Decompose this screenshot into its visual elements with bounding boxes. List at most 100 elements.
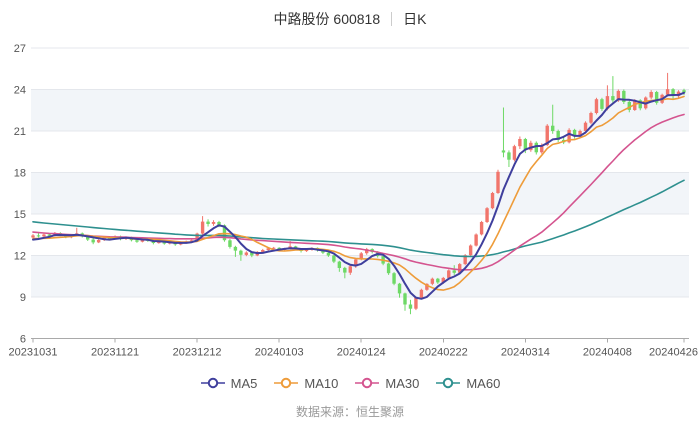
candle-body: [529, 142, 533, 151]
candle-body: [414, 297, 418, 309]
candle-body: [47, 234, 52, 236]
candle-body: [485, 208, 489, 222]
ma30-legend-marker: [355, 377, 380, 389]
y-axis-label: 12: [14, 251, 26, 263]
title-separator: [391, 12, 393, 26]
candle-body: [600, 99, 604, 109]
candle-body: [611, 96, 615, 101]
candle-body: [572, 129, 577, 137]
candle-body: [671, 89, 675, 97]
candle-body: [96, 240, 101, 243]
candle-body: [359, 253, 363, 260]
candle-body: [403, 293, 407, 305]
x-axis-label: 20240103: [255, 347, 304, 359]
candle-body: [31, 235, 35, 238]
legend-ma10[interactable]: MA10: [273, 376, 338, 391]
y-axis-label: 15: [14, 209, 26, 221]
candle-body: [91, 239, 95, 243]
legend-ma30[interactable]: MA30: [354, 376, 419, 391]
x-axis-label: 20240222: [419, 347, 468, 359]
candle-body: [556, 131, 560, 140]
candle-body: [397, 283, 402, 294]
candle-body: [354, 259, 358, 267]
candle-body: [326, 252, 331, 256]
candle-body: [507, 152, 511, 160]
candle-body: [665, 89, 670, 95]
y-axis-label: 9: [20, 292, 26, 304]
candle-body: [189, 240, 194, 242]
x-axis-label: 20231031: [9, 347, 58, 359]
candle-body: [36, 235, 41, 237]
x-axis-label: 20231212: [173, 347, 222, 359]
candle-body: [468, 245, 473, 256]
legend-ma10-label: MA10: [304, 375, 339, 391]
candle-body: [386, 263, 391, 274]
candle-body: [490, 193, 495, 209]
candle-body: [436, 278, 440, 283]
plot-band: [31, 89, 689, 131]
candle-body: [534, 142, 538, 153]
candle-body: [217, 222, 221, 226]
kline-period-label: 日K: [403, 11, 427, 27]
candle-body: [441, 277, 445, 283]
chart-legend: MA5 MA10 MA30 MA60: [0, 374, 700, 392]
candle-body: [578, 131, 582, 137]
y-axis-label: 18: [14, 168, 26, 180]
y-axis-label: 27: [14, 43, 26, 55]
chart-title: 中路股份 600818 日K: [0, 9, 700, 29]
candle-body: [479, 222, 484, 235]
candle-body: [540, 145, 544, 153]
ma-line-ma30: [32, 113, 685, 271]
candle-body: [392, 273, 396, 284]
x-axis-label: 20240314: [501, 347, 550, 359]
ma10-legend-marker: [274, 377, 299, 389]
legend-ma60[interactable]: MA60: [435, 376, 500, 391]
candle-body: [638, 100, 642, 109]
legend-ma5[interactable]: MA5: [200, 375, 258, 391]
candle-body: [195, 233, 199, 241]
candle-body: [545, 125, 549, 146]
y-axis-label: 6: [20, 334, 26, 346]
candle-body: [452, 270, 456, 273]
x-axis-label: 20240426: [649, 347, 698, 359]
stock-title: 中路股份 600818: [273, 11, 381, 27]
candle-body: [365, 249, 369, 254]
candle-body: [458, 264, 462, 273]
candle-body: [523, 139, 528, 151]
candle-body: [594, 99, 599, 113]
candle-body: [605, 96, 610, 109]
candle-body: [321, 250, 325, 253]
y-axis-label: 21: [14, 126, 26, 138]
candle-body: [463, 255, 467, 265]
legend-ma60-label: MA60: [466, 375, 501, 391]
candle-body: [222, 225, 227, 241]
candle-body: [583, 122, 588, 131]
candle-body: [425, 283, 429, 290]
candle-body: [200, 221, 205, 234]
candle-body: [496, 171, 500, 193]
data-source-note: 数据来源：恒生聚源: [295, 405, 404, 419]
candle-body: [261, 250, 265, 252]
candle-body: [157, 241, 161, 244]
candle-body: [649, 92, 653, 98]
legend-ma5-label: MA5: [230, 375, 258, 391]
candle-body: [266, 248, 270, 250]
candle-body: [211, 222, 216, 224]
candle-body: [86, 236, 90, 240]
candle-body: [501, 150, 506, 153]
candle-body: [233, 246, 238, 251]
x-axis-label: 20240408: [583, 347, 632, 359]
candle-body: [343, 267, 347, 273]
ma5-legend-marker: [200, 377, 225, 389]
candle-body: [135, 240, 139, 242]
candle-body: [304, 249, 309, 252]
candle-body: [518, 139, 522, 147]
candle-body: [408, 304, 413, 309]
candle-body: [551, 125, 555, 131]
candle-body: [627, 101, 631, 110]
candle-body: [430, 278, 435, 284]
candle-body: [474, 234, 478, 246]
candle-body: [228, 240, 232, 247]
ma-line-ma5: [32, 91, 685, 300]
